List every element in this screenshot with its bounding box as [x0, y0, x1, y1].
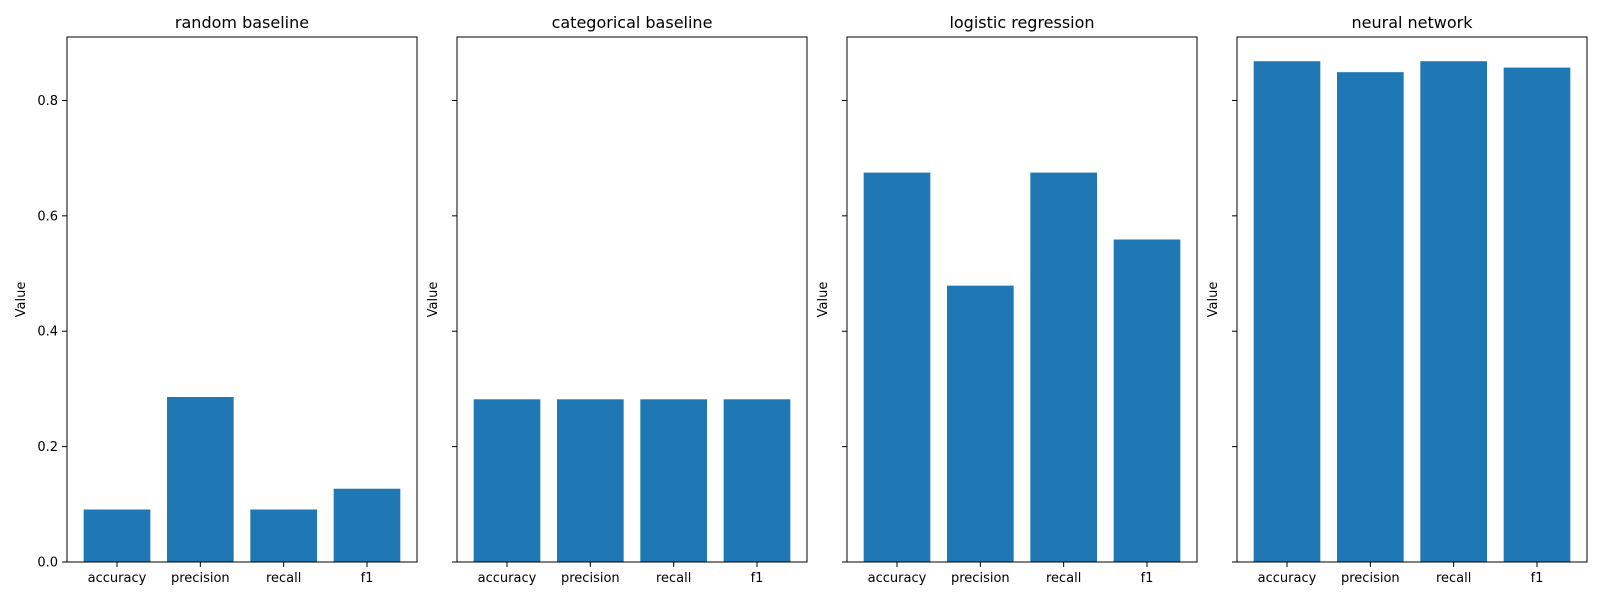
bar-recall: [1420, 61, 1487, 562]
y-tick-label: 0.0: [37, 556, 58, 571]
y-axis-label: Value: [1206, 282, 1221, 318]
y-axis-label: Value: [426, 282, 441, 318]
bar-accuracy: [83, 509, 151, 562]
bar-f1: [1113, 239, 1181, 562]
plot-frame: [456, 36, 808, 563]
y-tick-label: 0.4: [37, 325, 58, 340]
x-tick-label: precision: [171, 571, 230, 586]
bar-accuracy: [473, 399, 541, 562]
bar-precision: [947, 285, 1014, 562]
x-tick-label: f1: [1141, 571, 1154, 586]
x-tick-label: f1: [1531, 571, 1544, 586]
x-tick-label: f1: [751, 571, 764, 586]
x-tick-label: precision: [1341, 571, 1400, 586]
chart-title: logistic regression: [949, 13, 1094, 32]
x-tick-label: f1: [361, 571, 374, 586]
bar-accuracy: [1253, 61, 1321, 562]
chart-title: categorical baseline: [552, 13, 713, 32]
x-tick-label: precision: [561, 571, 620, 586]
x-tick-label: precision: [951, 571, 1010, 586]
chart-title: random baseline: [175, 13, 309, 32]
y-axis-label: Value: [14, 282, 29, 318]
y-tick-label: 0.2: [37, 440, 58, 455]
x-tick-label: recall: [266, 571, 301, 586]
x-tick-label: accuracy: [88, 571, 147, 586]
chart-title: neural network: [1351, 13, 1473, 32]
y-tick-label: 0.6: [37, 209, 58, 224]
bar-f1: [333, 488, 401, 562]
chart-panel-2: accuracy precision recall f1 categorical bas…: [426, 13, 808, 586]
bar-accuracy: [863, 172, 931, 562]
plot-frame: [1236, 36, 1588, 563]
bar-precision: [557, 399, 624, 562]
bar-f1: [723, 399, 791, 562]
bar-recall: [250, 509, 317, 562]
bar-f1: [1503, 67, 1571, 562]
x-tick-label: accuracy: [868, 571, 927, 586]
y-axis-label: Value: [816, 282, 831, 318]
chart-panel-4: accuracy precision recall f1 neural network V…: [1206, 13, 1588, 586]
bar-recall: [640, 399, 707, 562]
bar-recall: [1030, 172, 1097, 562]
bar-precision: [1337, 72, 1404, 562]
x-tick-label: accuracy: [478, 571, 537, 586]
chart-panel-3: accuracy precision recall f1 logistic regres…: [816, 13, 1198, 586]
plot-frame: [66, 36, 418, 563]
plot-frame: [846, 36, 1198, 563]
x-tick-label: recall: [1046, 571, 1081, 586]
x-tick-label: accuracy: [1258, 571, 1317, 586]
x-tick-label: recall: [656, 571, 691, 586]
x-tick-label: recall: [1436, 571, 1471, 586]
chart-panel-1: accuracy precision recall f1 0.0 0.2 0.4 0.6 0.8…: [14, 13, 418, 586]
y-tick-label: 0.8: [37, 94, 58, 109]
bar-precision: [167, 397, 234, 562]
